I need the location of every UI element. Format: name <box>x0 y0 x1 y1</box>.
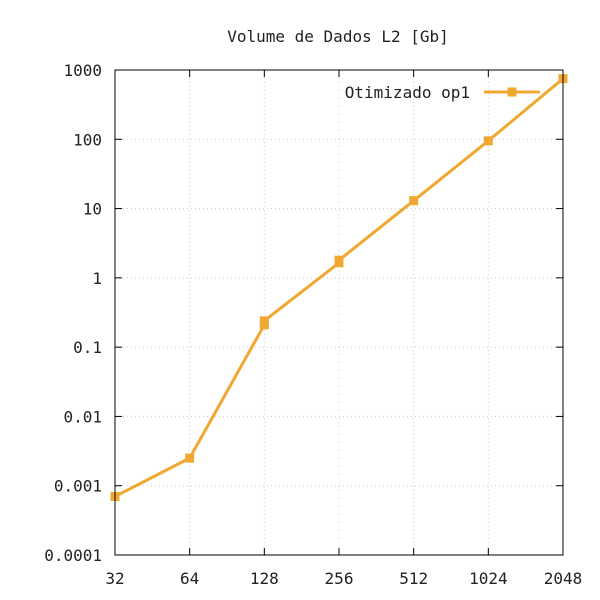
legend: Otimizado op1 <box>345 83 540 102</box>
y-tick-label: 0.01 <box>63 407 102 426</box>
x-tick-label: 1024 <box>469 569 508 588</box>
plot-frame <box>114 69 564 556</box>
y-tick-label: 0.001 <box>54 477 102 496</box>
x-tick-label: 512 <box>399 569 428 588</box>
y-tick-label: 100 <box>73 130 102 149</box>
y-tick-label: 1000 <box>63 61 102 80</box>
y-tick-label: 10 <box>83 200 102 219</box>
x-tick-label: 32 <box>105 569 124 588</box>
x-tick-label: 256 <box>325 569 354 588</box>
x-tick-label: 2048 <box>544 569 583 588</box>
data-point <box>259 316 269 326</box>
grid-lines <box>115 70 563 555</box>
y-tick-label: 0.0001 <box>44 546 102 565</box>
legend-marker <box>507 87 517 97</box>
x-tick-label: 128 <box>250 569 279 588</box>
y-tick-label: 1 <box>92 269 102 288</box>
chart-title: Volume de Dados L2 [Gb] <box>227 27 449 46</box>
axis-layer: 32 64 128 256 512 1024 2048 0.0001 0.001 0.01 0.1 1… <box>44 61 582 588</box>
legend-label: Otimizado op1 <box>345 83 470 102</box>
data-point <box>334 255 344 265</box>
y-tick-label: 0.1 <box>73 338 102 357</box>
series-line <box>114 77 564 498</box>
data-point <box>409 196 419 206</box>
data-point <box>185 453 195 463</box>
x-tick-label: 64 <box>180 569 199 588</box>
data-point <box>483 136 493 146</box>
